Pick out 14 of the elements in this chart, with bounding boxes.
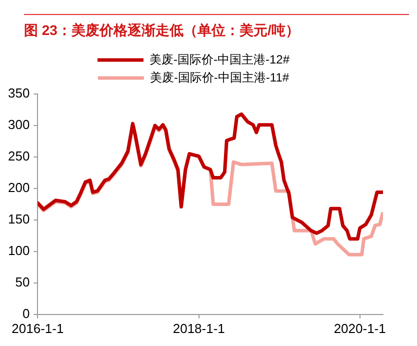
legend-label: 美废-国际价-中国主港-12# [149, 52, 290, 66]
y-tick-label: 150 [8, 212, 30, 227]
y-tick-label: 100 [8, 243, 30, 258]
y-tick-label: 200 [8, 180, 30, 196]
legend-label: 美废-国际价-中国主港-11# [150, 70, 290, 84]
x-tick-label: 2020-1-1 [334, 320, 386, 336]
chart-title: 图 23：美废价格逐渐走低（单位：美元/吨） [24, 14, 409, 40]
y-tick-label: 350 [8, 86, 30, 101]
y-tick-label: 50 [15, 274, 30, 290]
x-tick-label: 2018-1-1 [172, 320, 225, 336]
y-tick-label: 300 [8, 117, 30, 132]
x-tick-label: 2016-1-1 [12, 320, 64, 336]
y-tick-label: 250 [8, 148, 30, 164]
y-tick-label: 0 [22, 306, 30, 321]
